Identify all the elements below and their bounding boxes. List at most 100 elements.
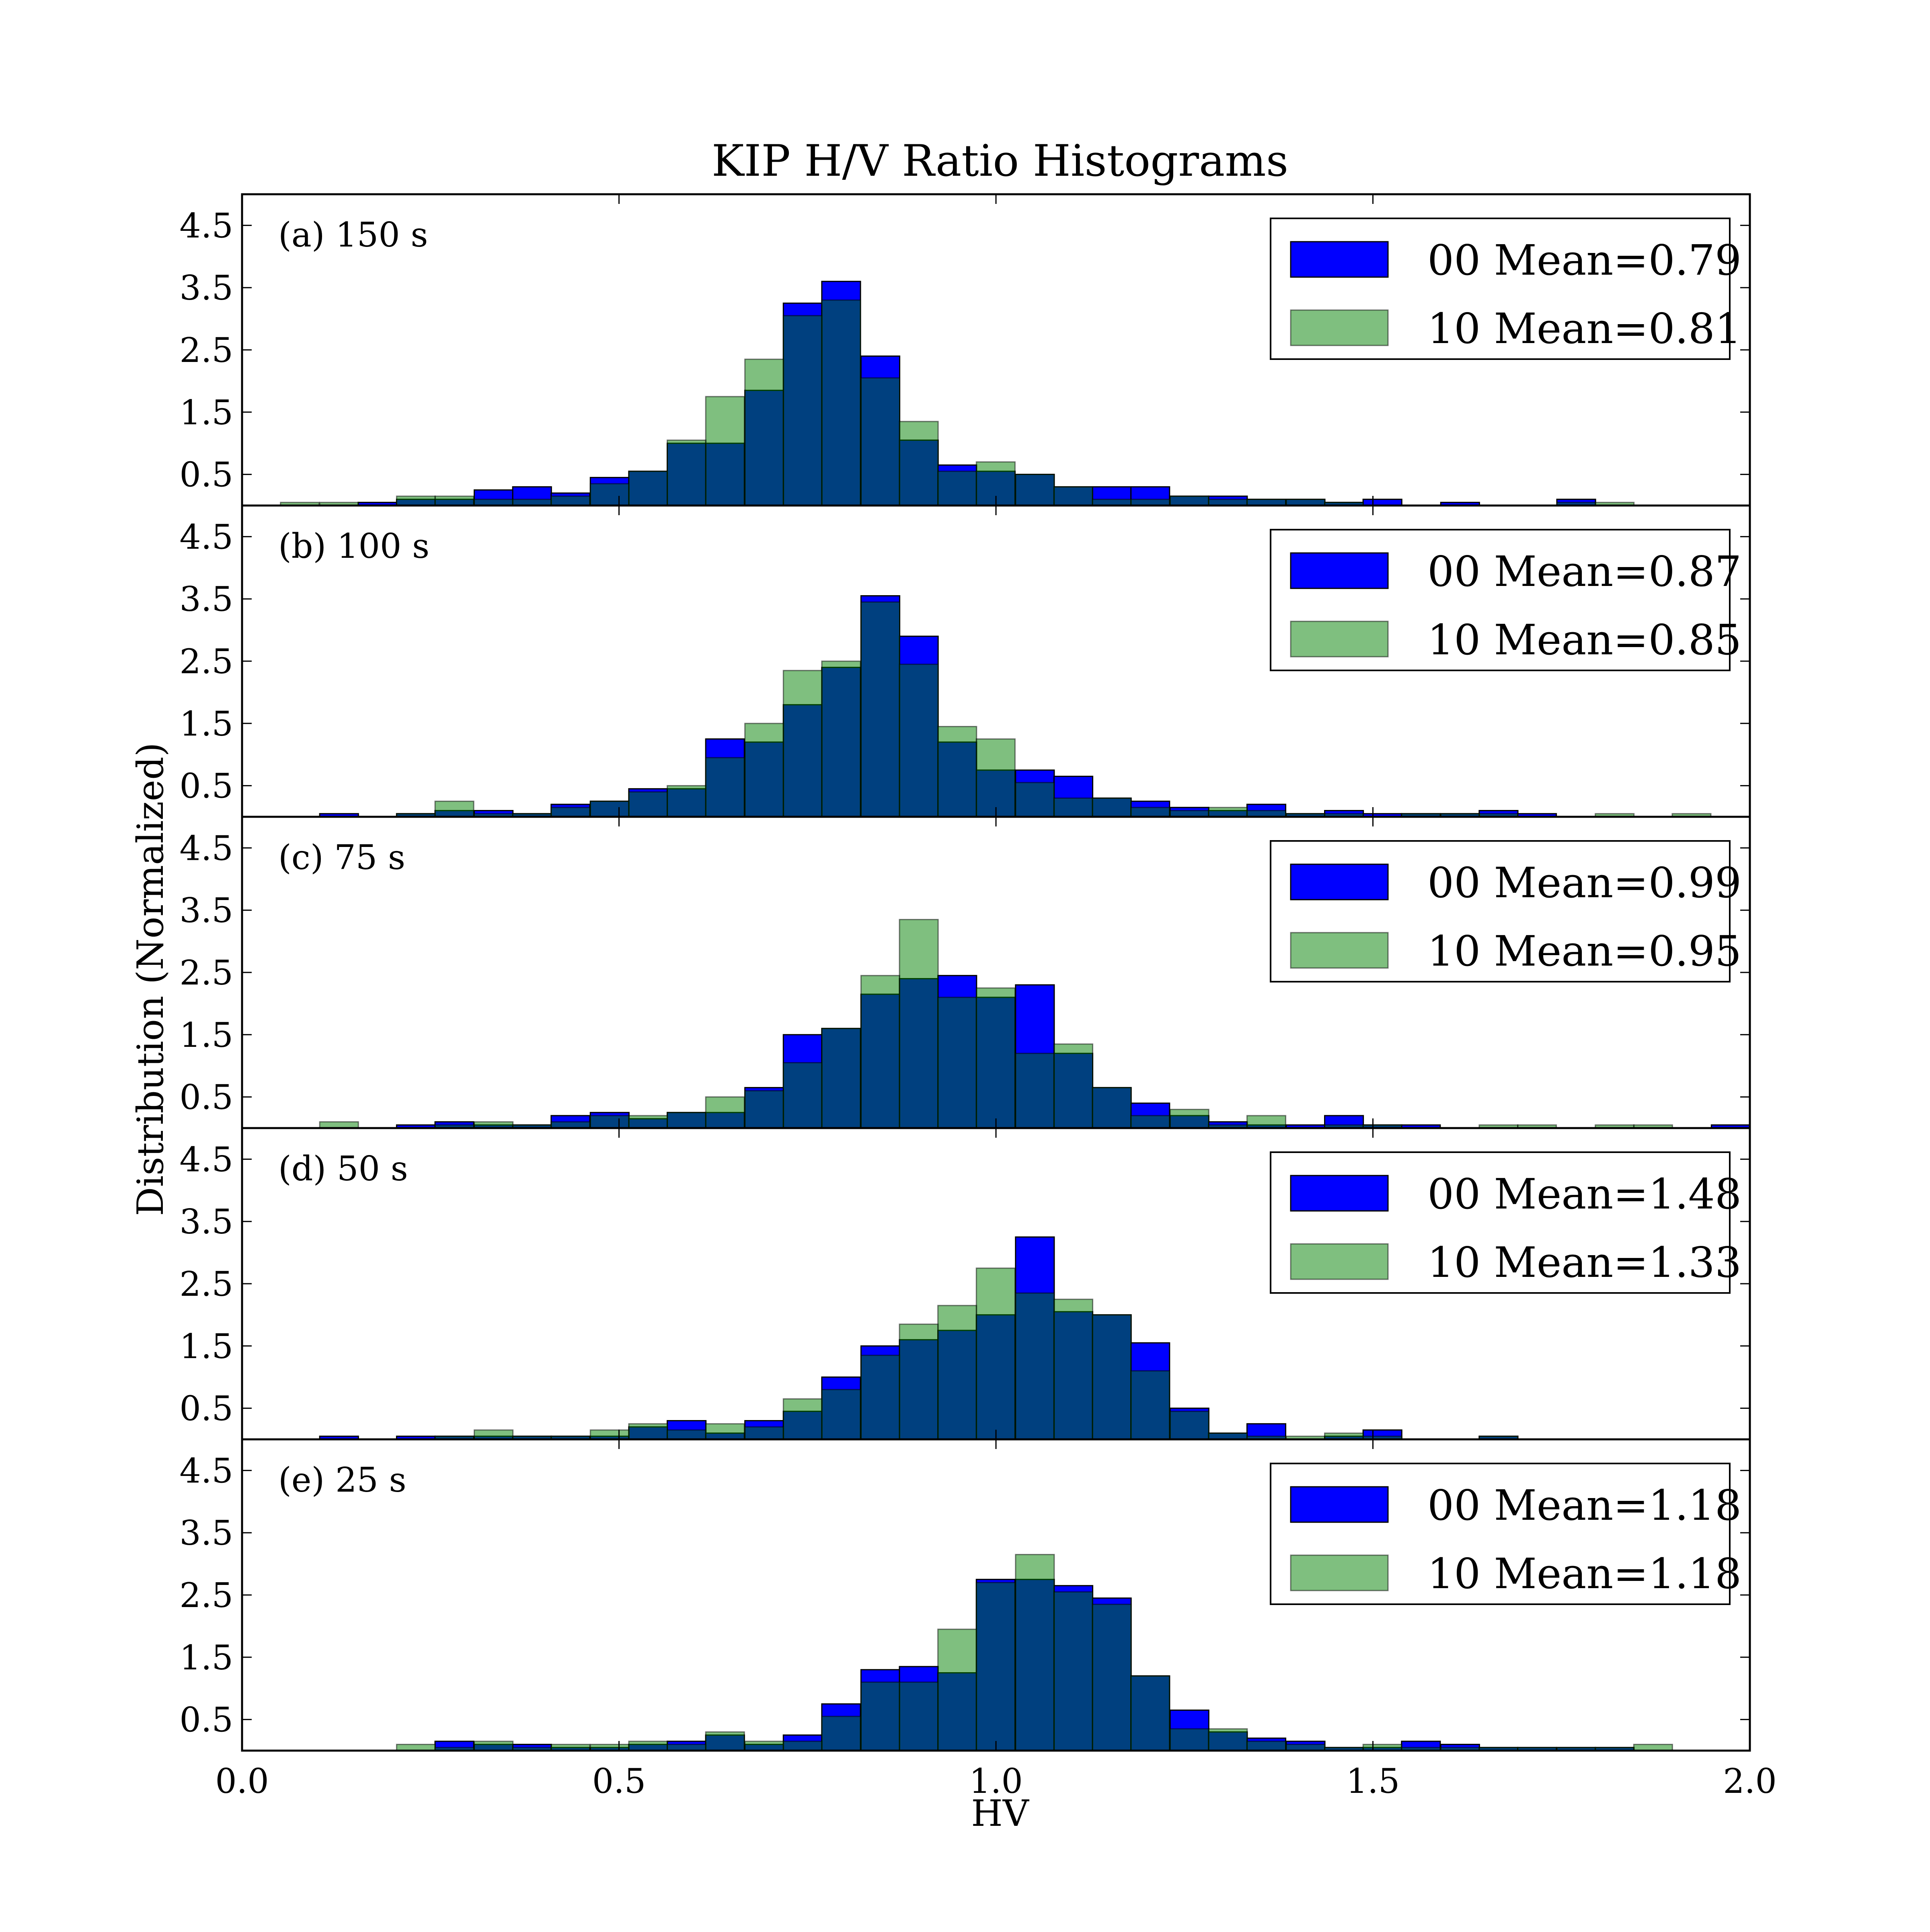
x-tick-label: 1.5 [1346, 1761, 1400, 1801]
panel-5: 0.5 1.5 2.5 3.5 4.5 (e) 25 s 00 Mean=1.18 10 Me… [179, 1438, 1751, 1752]
bar-10 [1092, 1087, 1132, 1129]
bar-10 [782, 1741, 823, 1751]
x-tick-label: 2.0 [1723, 1761, 1777, 1801]
bar-10 [821, 1028, 861, 1129]
bar-10 [937, 997, 977, 1129]
legend-swatch-10 [1290, 932, 1389, 969]
bar-10 [899, 919, 939, 1129]
legend-label-10: 10 Mean=0.85 [1427, 615, 1741, 664]
bar-10 [937, 726, 977, 818]
y-tick-label: 1.5 [179, 1327, 233, 1366]
bar-10 [1053, 1299, 1094, 1440]
bar-10 [628, 1423, 668, 1440]
y-tick-label: 3.5 [179, 580, 233, 619]
legend: 00 Mean=0.87 10 Mean=0.85 [1270, 529, 1741, 671]
bar-10 [550, 495, 591, 506]
bar-10 [1053, 486, 1094, 506]
bar-10 [860, 975, 901, 1129]
bar-10 [705, 757, 745, 818]
bar-10 [628, 1115, 668, 1129]
y-tick-label: 4.5 [179, 1140, 233, 1179]
legend-label-00: 00 Mean=0.87 [1427, 547, 1741, 596]
bar-10 [744, 1741, 784, 1751]
legend-swatch-10 [1290, 1554, 1389, 1591]
bar-10 [434, 800, 474, 818]
y-tick-label: 2.5 [179, 642, 233, 681]
bar-10 [1130, 1675, 1170, 1751]
bar-10 [860, 1354, 901, 1440]
y-tick-label: 0.5 [179, 455, 233, 495]
legend-swatch-00 [1290, 1486, 1389, 1523]
bar-10 [1092, 1603, 1132, 1751]
bar-10 [1053, 797, 1094, 818]
bar-10 [667, 439, 707, 506]
bar-10 [860, 601, 901, 818]
bar-10 [782, 1062, 823, 1129]
panel-3: 0.5 1.5 2.5 3.5 4.5 (c) 75 s 00 Mean=0.99 10 Me… [179, 816, 1751, 1129]
bar-10 [937, 1305, 977, 1440]
x-axis-label: HV [971, 1792, 1029, 1835]
legend: 00 Mean=0.79 10 Mean=0.81 [1270, 218, 1741, 360]
bar-10 [705, 396, 745, 506]
y-tick-label: 4.5 [179, 517, 233, 557]
bar-10 [937, 1628, 977, 1751]
y-tick-label: 1.5 [179, 393, 233, 432]
legend-label-00: 00 Mean=0.79 [1427, 236, 1741, 285]
series-10-bars [396, 601, 1712, 818]
bar-10 [1208, 807, 1248, 818]
bar-10 [667, 785, 707, 818]
y-tick-label: 0.5 [179, 1700, 233, 1740]
bar-10 [434, 495, 474, 506]
bar-10 [396, 495, 436, 506]
bar-10 [899, 664, 939, 818]
chart-title: KIP H/V Ratio Histograms [712, 136, 1288, 186]
series-10-bars [434, 1267, 1519, 1440]
y-tick-label: 4.5 [179, 1451, 233, 1490]
bar-10 [1092, 797, 1132, 818]
y-tick-label: 1.5 [179, 1638, 233, 1677]
bar-10 [628, 1741, 668, 1751]
panel-label: (c) 75 s [278, 838, 405, 877]
bar-10 [744, 1090, 784, 1129]
x-tick-labels: 0.0 0.5 1.0 1.5 2.0 [215, 1761, 1777, 1801]
y-tick-label: 3.5 [179, 1513, 233, 1553]
bar-10 [821, 299, 861, 506]
legend: 00 Mean=0.99 10 Mean=0.95 [1270, 840, 1741, 982]
y-tick-label: 3.5 [179, 268, 233, 308]
bar-10 [628, 471, 668, 506]
bar-10 [744, 723, 784, 818]
panel-label: (d) 50 s [278, 1149, 408, 1188]
y-tick-label: 3.5 [179, 891, 233, 930]
bar-10 [975, 987, 1016, 1129]
bar-10 [474, 1741, 514, 1751]
y-tick-label: 4.5 [179, 828, 233, 868]
bar-10 [899, 1324, 939, 1440]
legend-swatch-10 [1290, 621, 1389, 658]
legend-label-10: 10 Mean=1.33 [1427, 1238, 1741, 1287]
y-tick-label: 0.5 [179, 1389, 233, 1428]
bar-10 [899, 1681, 939, 1751]
bar-10 [821, 1389, 861, 1440]
y-tick-label: 3.5 [179, 1202, 233, 1241]
bar-10 [1130, 1370, 1170, 1440]
x-tick-label: 0.0 [215, 1761, 269, 1801]
y-tick-label: 0.5 [179, 1078, 233, 1117]
y-tick-label: 2.5 [179, 331, 233, 370]
legend: 00 Mean=1.18 10 Mean=1.18 [1270, 1463, 1741, 1605]
legend-label-10: 10 Mean=1.18 [1427, 1549, 1741, 1598]
bar-10 [1015, 1292, 1055, 1440]
x-tick-label: 1.0 [969, 1761, 1023, 1801]
panel-1: 0.5 1.5 2.5 3.5 4.5 (a) 150 s 00 Mean=0.79 10 M… [179, 193, 1751, 507]
bar-10 [550, 807, 591, 818]
bar-10 [782, 1398, 823, 1440]
bar-10 [1208, 1728, 1248, 1751]
legend-swatch-00 [1290, 552, 1389, 589]
legend-swatch-10 [1290, 309, 1389, 346]
bar-10 [1246, 1115, 1287, 1129]
legend-swatch-00 [1290, 241, 1389, 278]
panel-label: (b) 100 s [278, 526, 429, 566]
y-tick-label: 1.5 [179, 704, 233, 744]
bar-10 [667, 1429, 707, 1440]
